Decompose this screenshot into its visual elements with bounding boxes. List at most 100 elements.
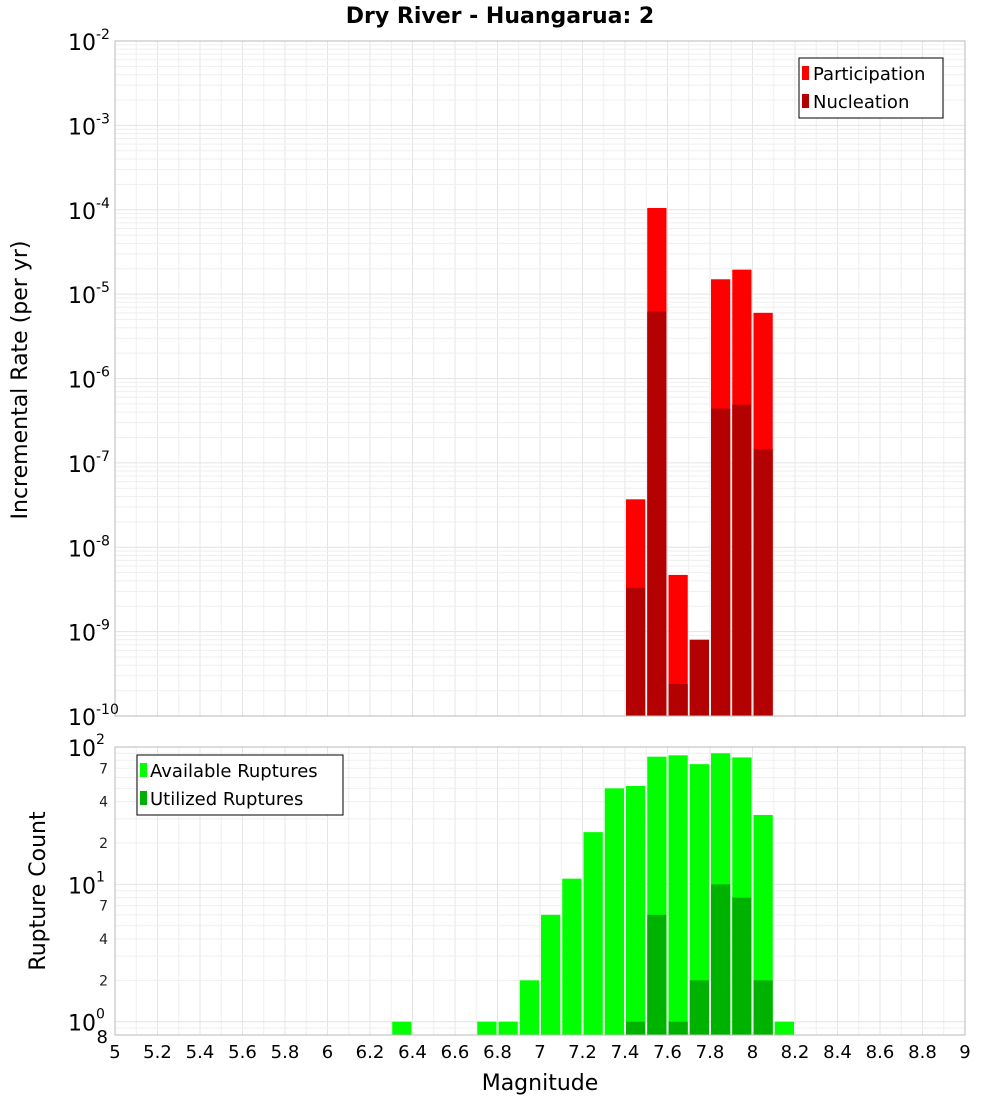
nucleation-bar	[711, 408, 731, 716]
count-y-minor-tick: 7	[99, 899, 108, 915]
available-bar	[519, 980, 539, 1035]
available-bar	[774, 1021, 794, 1035]
utilized-bar	[626, 1021, 646, 1035]
count-y-tick-base: 10	[68, 1012, 96, 1037]
count-legend: Available Ruptures Utilized Ruptures	[136, 754, 344, 816]
rate-y-tick-base: 10	[68, 115, 96, 140]
rate-y-tick: 10 -7	[68, 449, 110, 478]
available-bar	[562, 878, 582, 1035]
utilized-bars	[626, 884, 773, 1035]
count-y-minor-tick: 2	[99, 973, 108, 989]
x-tick-label: 7.8	[696, 1042, 725, 1063]
rate-y-tick: 10 -10	[68, 702, 119, 731]
count-y-minor-tick: 4	[99, 795, 108, 811]
x-tick-label: 8.4	[823, 1042, 852, 1063]
rate-y-tick: 10 -9	[68, 618, 110, 647]
x-tick-label: 9	[959, 1042, 970, 1063]
rate-y-tick-base: 10	[68, 284, 96, 309]
participation-legend-label: Participation	[813, 64, 925, 85]
x-tick-label: 6.6	[441, 1042, 470, 1063]
rate-y-tick-exponent: -4	[96, 196, 110, 212]
x-tick-label: 5.6	[228, 1042, 257, 1063]
chart-title: Dry River - Huangarua: 2	[346, 4, 654, 29]
available-bar	[689, 764, 709, 1035]
x-tick-label: 7.2	[568, 1042, 597, 1063]
utilized-bar	[689, 980, 709, 1035]
rate-y-tick-base: 10	[68, 200, 96, 225]
utilized-legend-swatch	[140, 791, 147, 805]
nucleation-bars	[626, 311, 773, 716]
count-y-minor-tick: 8	[97, 1027, 108, 1048]
nucleation-legend-label: Nucleation	[813, 92, 909, 113]
count-y-tick-base: 10	[68, 874, 96, 899]
x-tick-label: 5.2	[143, 1042, 172, 1063]
available-bar	[753, 814, 773, 1035]
available-legend-label: Available Ruptures	[150, 761, 318, 782]
nucleation-bar	[626, 587, 646, 716]
utilized-bar	[753, 980, 773, 1035]
utilized-bar	[732, 897, 752, 1035]
count-y-tick-exponent: 2	[96, 732, 105, 748]
utilized-bar	[711, 884, 731, 1035]
x-tick-label: 6.8	[483, 1042, 512, 1063]
x-tick-label: 5.8	[271, 1042, 300, 1063]
x-tick-labels: 5 5.2 5.4 5.6 5.8 6 6.2 6.4 6.6 6.8 7 7.2 7.4 7.6 7.8 8…	[109, 1042, 970, 1063]
rate-y-tick-base: 10	[68, 369, 96, 394]
rate-y-tick: 10 -5	[68, 280, 110, 309]
available-bar	[583, 832, 603, 1035]
available-bar	[541, 914, 561, 1035]
x-tick-label: 8.6	[866, 1042, 895, 1063]
count-y-axis-label: Rupture Count	[26, 811, 51, 971]
nucleation-legend-swatch	[802, 94, 809, 108]
count-legend-box	[136, 754, 344, 816]
rate-y-tick-exponent: -3	[96, 111, 110, 127]
nucleation-bar	[732, 404, 752, 716]
rate-y-tick: 10 -2	[68, 27, 110, 56]
count-y-minor-tick: 7	[99, 761, 108, 777]
rate-y-tick: 10 -3	[68, 111, 110, 140]
count-y-tick-exponent: 1	[96, 869, 105, 885]
available-bar	[604, 788, 624, 1035]
nucleation-bar	[689, 639, 709, 716]
rate-y-tick-base: 10	[68, 453, 96, 478]
count-y-major-tick: 10 0	[68, 1007, 105, 1037]
x-tick-label: 7	[534, 1042, 545, 1063]
x-tick-label: 6	[322, 1042, 333, 1063]
available-legend-swatch	[140, 763, 147, 777]
rate-legend-box	[798, 57, 944, 119]
rate-y-tick-exponent: -7	[96, 449, 110, 465]
x-tick-label: 6.2	[356, 1042, 385, 1063]
utilized-bar	[668, 1021, 688, 1035]
rate-y-tick-base: 10	[68, 31, 96, 56]
x-tick-label: 6.4	[398, 1042, 427, 1063]
x-tick-label: 5.4	[186, 1042, 215, 1063]
rate-y-tick: 10 -6	[68, 365, 110, 394]
x-axis-label: Magnitude	[482, 1071, 599, 1096]
nucleation-bar	[753, 449, 773, 716]
rate-y-tick: 10 -4	[68, 196, 110, 225]
participation-legend-swatch	[802, 66, 809, 80]
count-y-tick-base: 10	[68, 737, 96, 762]
x-tick-label: 8.8	[908, 1042, 937, 1063]
count-plot-frame	[114, 746, 966, 1036]
x-tick-label: 8.2	[781, 1042, 810, 1063]
rate-y-axis-label: Incremental Rate (per yr)	[8, 241, 33, 520]
rate-legend: Participation Nucleation	[798, 57, 944, 119]
nucleation-bar	[668, 683, 688, 716]
count-y-major-tick: 10 2	[68, 732, 105, 762]
available-bar	[392, 1021, 412, 1035]
rate-grid	[114, 41, 966, 717]
rate-y-tick-exponent: -5	[96, 280, 110, 296]
count-y-minor-tick: 2	[99, 836, 108, 852]
x-tick-label: 7.4	[611, 1042, 640, 1063]
utilized-legend-label: Utilized Ruptures	[150, 789, 303, 810]
available-bars	[392, 753, 794, 1035]
available-bar	[626, 786, 646, 1035]
count-y-major-tick: 10 1	[68, 869, 105, 899]
rate-y-tick-base: 10	[68, 537, 96, 562]
available-bar	[498, 1021, 518, 1035]
